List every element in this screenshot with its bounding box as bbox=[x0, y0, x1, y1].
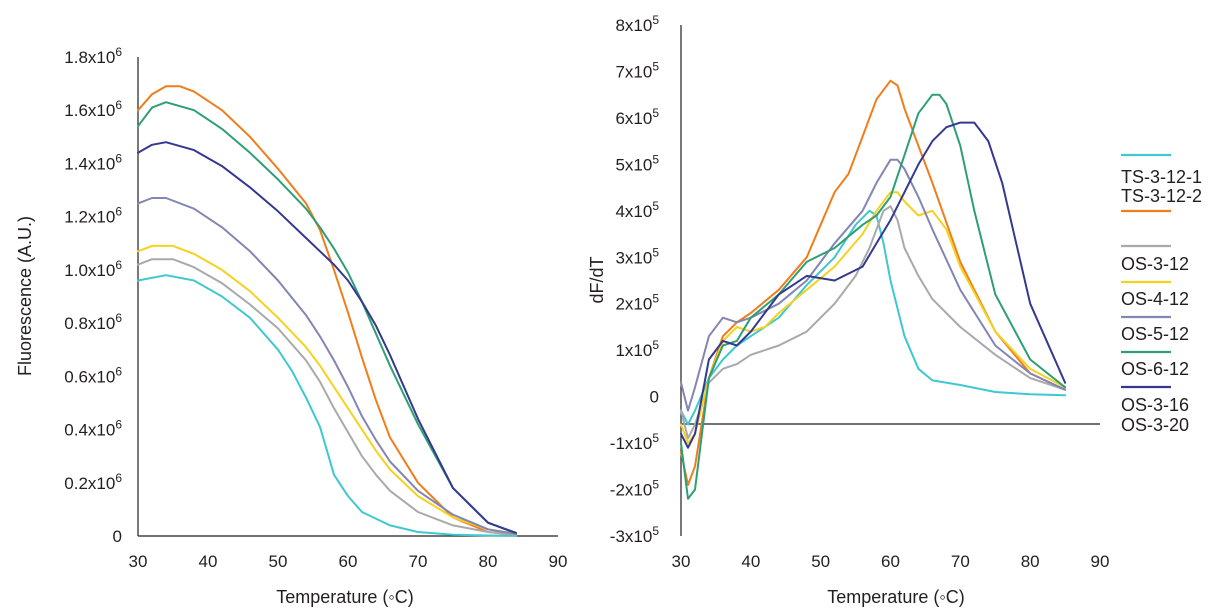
x-tick-label: 40 bbox=[741, 552, 760, 571]
x-tick-label: 70 bbox=[951, 552, 970, 571]
series-line-os-4-12 bbox=[137, 244, 517, 535]
x-tick-label: 60 bbox=[881, 552, 900, 571]
y-tick-label: 5x105 bbox=[615, 152, 659, 174]
y-tick-label: 0.8x106 bbox=[64, 311, 122, 333]
y-tick-label: 1.4x106 bbox=[64, 151, 122, 173]
x-tick-label: 50 bbox=[811, 552, 830, 571]
x-tick-labels: 30 40 50 60 70 80 90 bbox=[672, 552, 1110, 571]
x-axis-title: Temperature (◦C) bbox=[827, 587, 964, 607]
y-tick-labels: 0 0.2x106 0.4x106 0.6x106 0.8x106 1.0x106 1.2x… bbox=[64, 45, 122, 546]
x-tick-label: 40 bbox=[199, 552, 218, 571]
legend-label: OS-3-20 bbox=[1121, 415, 1189, 435]
series-line-os-3-12 bbox=[137, 258, 517, 536]
y-tick-label: 0.4x106 bbox=[64, 418, 122, 440]
x-tick-label: 50 bbox=[269, 552, 288, 571]
series-line-ts-3-12-1 bbox=[137, 274, 517, 537]
legend-label: OS-6-12 bbox=[1121, 359, 1189, 379]
y-axis-title: Fluorescence (A.U.) bbox=[15, 216, 35, 376]
series-line-ts-3-12-2 bbox=[137, 85, 517, 536]
series-line-ts-3-12-1 bbox=[680, 209, 1067, 426]
x-tick-label: 90 bbox=[1091, 552, 1110, 571]
x-tick-label: 90 bbox=[549, 552, 568, 571]
y-tick-label: 6x105 bbox=[615, 106, 659, 128]
series-line-os-3-16 bbox=[137, 141, 517, 534]
legend: TS-3-12-1TS-3-12-2 OS-3-12 OS-4-12 OS-5-12 O… bbox=[1121, 153, 1202, 435]
x-tick-label: 80 bbox=[479, 552, 498, 571]
y-tick-label: 7x105 bbox=[615, 59, 659, 81]
x-tick-label: 30 bbox=[129, 552, 148, 571]
y-tick-label: 0 bbox=[113, 527, 122, 546]
legend-label: TS-3-12-1 bbox=[1121, 167, 1202, 187]
series-line-os-6-12 bbox=[680, 93, 1067, 500]
x-tick-label: 30 bbox=[672, 552, 691, 571]
y-tick-label: 0.2x106 bbox=[64, 471, 122, 493]
series-line-os-5-12 bbox=[137, 197, 517, 535]
y-tick-label: -2x105 bbox=[610, 478, 660, 500]
legend-label: OS-3-16 bbox=[1121, 395, 1189, 415]
y-tick-label: -1x105 bbox=[610, 431, 660, 453]
y-tick-label: 1.0x106 bbox=[64, 258, 122, 280]
legend-label: OS-4-12 bbox=[1121, 289, 1189, 309]
y-tick-label: 2x105 bbox=[615, 292, 659, 314]
derivative-chart: -3x105 -2x105 -1x105 0 1x105 2x105 3x105 4x105 5… bbox=[587, 13, 1109, 607]
x-tick-label: 60 bbox=[339, 552, 358, 571]
fluorescence-chart: 0 0.2x106 0.4x106 0.6x106 0.8x106 1.0x106 1.2x… bbox=[15, 45, 567, 607]
x-axis-title: Temperature (◦C) bbox=[276, 587, 413, 607]
y-tick-label: 8x105 bbox=[615, 13, 659, 35]
x-tick-label: 70 bbox=[409, 552, 428, 571]
series-line-os-3-12 bbox=[680, 205, 1067, 440]
series-lines bbox=[137, 85, 517, 537]
y-tick-labels: -3x105 -2x105 -1x105 0 1x105 2x105 3x105 4x105 5… bbox=[610, 13, 660, 546]
y-tick-label: 1.2x106 bbox=[64, 205, 122, 227]
legend-label: OS-5-12 bbox=[1121, 324, 1189, 344]
series-line-os-5-12 bbox=[680, 158, 1067, 412]
legend-label: OS-3-12 bbox=[1121, 254, 1189, 274]
y-tick-label: 1.6x106 bbox=[64, 98, 122, 120]
x-tick-label: 80 bbox=[1021, 552, 1040, 571]
y-tick-label: -3x105 bbox=[610, 524, 660, 546]
y-tick-label: 4x105 bbox=[615, 199, 659, 221]
legend-label: TS-3-12-2 bbox=[1121, 186, 1202, 206]
y-tick-label: 1x105 bbox=[615, 338, 659, 360]
series-line-os-4-12 bbox=[680, 191, 1067, 445]
y-tick-label: 1.8x106 bbox=[64, 45, 122, 67]
series-lines bbox=[680, 79, 1067, 500]
y-tick-label: 0 bbox=[650, 388, 659, 407]
y-axis-title: dF/dT bbox=[587, 256, 607, 303]
x-tick-labels: 30 40 50 60 70 80 90 bbox=[129, 552, 568, 571]
y-tick-label: 0.6x106 bbox=[64, 364, 122, 386]
series-line-os-3-16 bbox=[680, 121, 1067, 449]
y-tick-label: 3x105 bbox=[615, 245, 659, 267]
series-line-os-6-12 bbox=[137, 101, 517, 535]
